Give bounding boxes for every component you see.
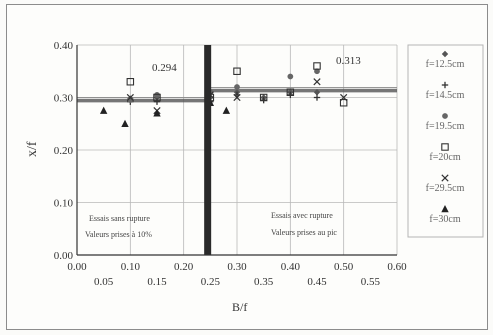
legend-marker-triangle xyxy=(441,205,449,213)
data-point xyxy=(222,106,231,114)
data-point xyxy=(313,62,321,70)
annotation-left-line1: Essais sans rupture xyxy=(89,214,150,223)
tick-labels: 0.00 0.10 0.20 0.30 0.40 0.00 0.10 0.20 0.30 0.40… xyxy=(54,40,407,288)
annotation-left-line2: Valeurs prises à 10% xyxy=(85,230,152,239)
data-point xyxy=(126,93,134,102)
x-tick-label-minor: 0.35 xyxy=(254,276,274,288)
data-point xyxy=(233,93,241,102)
data-point xyxy=(313,78,321,86)
chart-frame: 0.00 0.10 0.20 0.30 0.40 0.00 0.10 0.20 0.30 0.40… xyxy=(6,4,488,330)
legend-label: f=20cm xyxy=(429,152,460,163)
legend-label: f=12.5cm xyxy=(426,59,465,70)
legend-marker-square xyxy=(441,143,449,151)
legend: f=12.5cm f=14.5cm f=19.5cm f=20cm f=29.5cm f=… xyxy=(426,50,465,225)
x-tick-label: 0.60 xyxy=(387,261,407,273)
x-tick-label: 0.00 xyxy=(67,261,87,273)
scatter-chart: 0.00 0.10 0.20 0.30 0.40 0.00 0.10 0.20 0.30 0.40… xyxy=(25,40,484,314)
legend-label: f=14.5cm xyxy=(426,90,465,101)
data-point xyxy=(153,109,161,117)
y-tick-label: 0.20 xyxy=(54,145,74,157)
x-tick-label-minor: 0.15 xyxy=(147,276,167,288)
x-tick-label-minor: 0.05 xyxy=(94,276,114,288)
annotation-right-line1: Essais avec rupture xyxy=(271,211,333,220)
mean-label-left: 0.294 xyxy=(152,62,177,74)
data-point xyxy=(233,67,241,75)
data-point xyxy=(339,99,348,107)
data-point xyxy=(287,91,294,99)
threshold-bar xyxy=(204,45,212,255)
data-point xyxy=(99,106,108,114)
legend-marker-x xyxy=(441,174,449,182)
y-tick-label: 0.10 xyxy=(54,198,74,210)
x-tick-label-minor: 0.25 xyxy=(201,276,221,288)
legend-marker-circle xyxy=(442,113,448,119)
x-tick-label-minor: 0.55 xyxy=(361,276,381,288)
data-point xyxy=(340,93,348,102)
x-tick-label: 0.10 xyxy=(121,261,141,273)
y-tick-label: 0.00 xyxy=(54,250,74,262)
y-tick-label: 0.40 xyxy=(54,40,74,52)
data-points xyxy=(99,62,348,127)
legend-marker-plus xyxy=(441,81,449,89)
data-point xyxy=(154,91,160,98)
x-tick-label: 0.40 xyxy=(281,261,301,273)
grid xyxy=(77,44,398,255)
legend-label: f=30cm xyxy=(429,214,460,225)
y-axis-label: x/f xyxy=(25,141,40,157)
data-point xyxy=(313,94,321,101)
data-point xyxy=(126,78,135,86)
axes xyxy=(76,45,397,256)
y-tick-label: 0.30 xyxy=(54,93,74,105)
data-point xyxy=(121,119,129,127)
data-point xyxy=(153,93,161,102)
data-point xyxy=(260,96,267,104)
x-tick-label: 0.50 xyxy=(334,261,354,273)
legend-label: f=19.5cm xyxy=(426,121,465,132)
annotation-right-line2: Valeurs prises au pic xyxy=(271,228,337,237)
x-tick-label: 0.20 xyxy=(174,261,194,273)
mean-label-right: 0.313 xyxy=(336,55,361,67)
data-point xyxy=(314,68,320,75)
data-point xyxy=(234,84,240,90)
x-axis-label: B/f xyxy=(232,300,247,314)
data-point xyxy=(287,73,294,80)
data-point xyxy=(259,93,268,102)
legend-label: f=29.5cm xyxy=(426,183,465,194)
x-tick-label: 0.30 xyxy=(227,261,247,273)
legend-box xyxy=(407,44,484,238)
x-tick-label-minor: 0.45 xyxy=(307,276,327,288)
legend-marker-diamond xyxy=(441,50,449,58)
data-point xyxy=(286,88,295,97)
threshold-bar xyxy=(204,45,212,255)
data-point xyxy=(313,89,321,96)
data-point xyxy=(153,98,161,105)
